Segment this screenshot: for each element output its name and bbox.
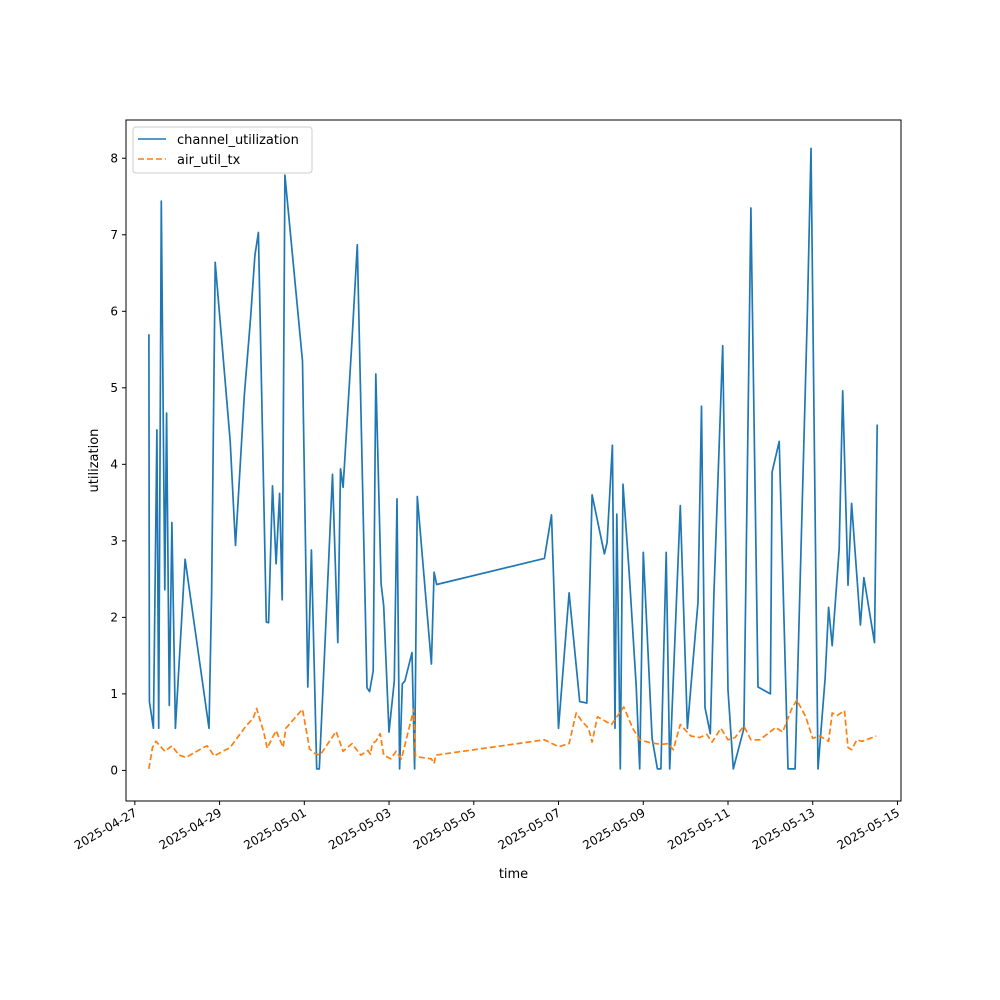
series-layer [148,147,879,770]
legend-box [132,126,313,174]
y-tick-label: 8 [110,151,118,165]
legend: channel_utilization air_util_tx [132,126,313,174]
y-tick-label: 2 [110,610,118,624]
y-tick-label: 5 [110,381,118,395]
legend-label-air-util-tx: air_util_tx [177,153,241,168]
y-tick-label: 4 [110,457,118,471]
y-tick-label: 0 [110,763,118,777]
y-tick-label: 7 [110,228,118,242]
y-tick-label: 6 [110,304,118,318]
y-axis-label: utilization [87,429,102,493]
legend-label-channel-utilization: channel_utilization [177,133,299,148]
y-tick-label: 1 [110,687,118,701]
y-axis: 0 1 2 3 4 5 6 7 8 [110,151,126,777]
series-line-channel-utilization [148,147,879,770]
y-tick-label: 3 [110,534,118,548]
x-axis-label: time [499,867,528,882]
plot-area-frame [125,119,902,802]
